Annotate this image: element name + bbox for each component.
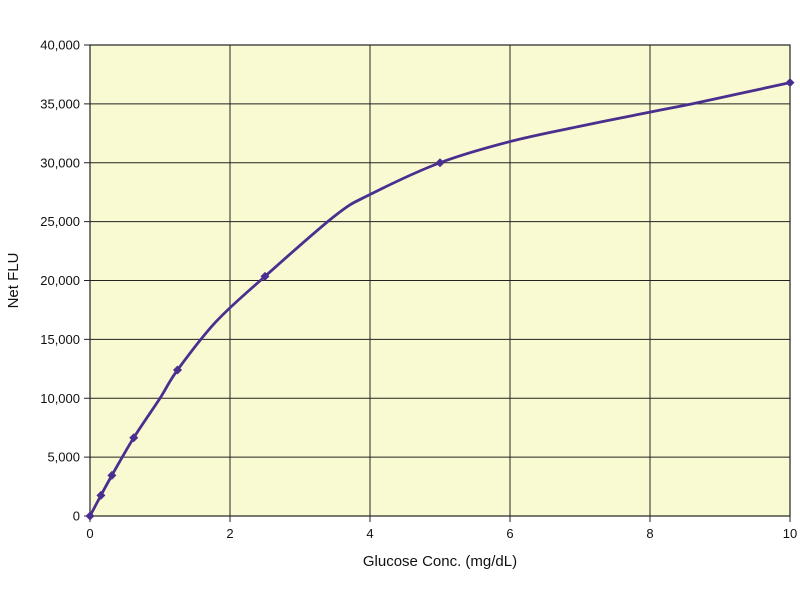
data-markers	[85, 78, 795, 521]
data-point-marker	[435, 158, 445, 168]
y-tick-label: 35,000	[40, 96, 80, 111]
data-point-marker	[85, 511, 95, 521]
y-tick-label: 10,000	[40, 391, 80, 406]
data-point-marker	[173, 365, 182, 375]
x-tick-label: 8	[646, 526, 653, 541]
y-tick-label: 15,000	[40, 332, 80, 347]
y-tick-label: 30,000	[40, 155, 80, 170]
y-tick-label: 5,000	[47, 450, 80, 465]
x-tick-label: 4	[366, 526, 373, 541]
x-tick-label: 6	[506, 526, 513, 541]
x-axis-title: Glucose Conc. (mg/dL)	[363, 553, 517, 570]
data-point-marker	[96, 490, 106, 500]
series-line	[88, 81, 791, 517]
data-point-marker	[260, 271, 270, 281]
data-point-marker	[129, 433, 139, 443]
plot-border	[89, 44, 791, 517]
y-tick-labels: 0 5,000 10,000 15,000 20,000 25,000 30,000 35,0…	[40, 38, 80, 524]
x-tick-labels: 0 2 4 6 8 10	[86, 526, 797, 541]
y-tick-label: 25,000	[40, 214, 80, 229]
data-point-marker	[107, 470, 117, 480]
grid-lines	[84, 44, 791, 522]
y-axis-title: Net FLU	[5, 253, 22, 309]
y-tick-label: 20,000	[40, 273, 80, 288]
x-tick-label: 10	[783, 526, 797, 541]
data-point-marker	[785, 78, 795, 88]
x-tick-label: 2	[226, 526, 233, 541]
x-tick-label: 0	[86, 526, 93, 541]
y-tick-label: 40,000	[40, 38, 80, 53]
y-tick-label: 0	[73, 509, 80, 524]
